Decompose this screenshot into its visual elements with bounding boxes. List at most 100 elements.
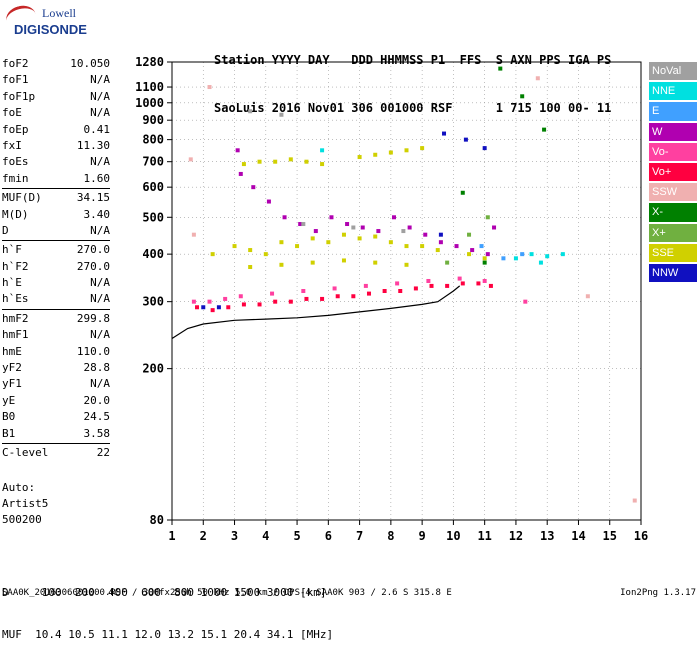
param-row: hmE 110.0 <box>2 344 110 360</box>
legend-item-sse: SSE <box>649 243 697 262</box>
param-value: 299.8 <box>76 311 110 325</box>
y-tick-label: 300 <box>142 295 164 309</box>
data-point-vo <box>332 286 337 291</box>
data-point-nne <box>560 252 565 257</box>
x-tick-label: 2 <box>200 529 207 543</box>
param-row: hmF1 N/A <box>2 327 110 343</box>
x-tick-label: 13 <box>540 529 554 543</box>
data-point-vo <box>460 281 465 286</box>
data-point-w <box>423 232 428 237</box>
param-label: MUF(D) <box>2 191 42 205</box>
legend-item-nnw: NNW <box>649 263 697 283</box>
data-point-vo <box>395 281 400 286</box>
data-point-vo <box>320 296 325 301</box>
data-point-nne <box>538 260 543 265</box>
data-point-sse <box>373 260 378 265</box>
y-tick-label: 700 <box>142 155 164 169</box>
param-value: N/A <box>90 73 110 87</box>
param-value: 34.15 <box>76 191 110 205</box>
data-point-sse <box>279 240 284 245</box>
data-point-ssw <box>632 498 637 503</box>
data-point-x <box>520 94 525 99</box>
data-point-nnw <box>463 137 468 142</box>
data-point-ssw <box>535 76 540 81</box>
auto-label: Auto: <box>2 481 36 494</box>
param-value: 24.5 <box>83 410 111 424</box>
param-row: fmin 1.60 <box>2 171 110 187</box>
param-row: foEs N/A <box>2 154 110 170</box>
data-point-x <box>482 260 487 265</box>
data-point-nne <box>513 256 518 261</box>
data-point-sse <box>482 256 487 261</box>
data-point-sse <box>304 159 309 164</box>
param-row: foF2 10.050 <box>2 56 110 72</box>
data-point-e <box>479 244 484 249</box>
param-row: B1 3.58 <box>2 426 110 442</box>
data-point-nnw <box>201 305 206 310</box>
y-tick-label: 80 <box>150 513 164 527</box>
data-point-sse <box>435 248 440 253</box>
data-point-sse <box>295 244 300 249</box>
param-value: 1.60 <box>83 171 111 185</box>
ionogram-chart: 1 2 3 4 5 6 7 8 9 10 11 12 13 14 15 1680200300400500600… <box>135 55 648 543</box>
data-point-noval <box>401 229 406 234</box>
data-point-sse <box>357 155 362 160</box>
data-point-vo <box>238 294 243 299</box>
param-divider <box>2 188 110 190</box>
data-point-sse <box>467 252 472 257</box>
data-point-sse <box>257 159 262 164</box>
data-point-vo <box>335 294 340 299</box>
param-row: foF1p N/A <box>2 89 110 105</box>
legend-item-x: X- <box>649 203 697 222</box>
data-point-sse <box>320 162 325 167</box>
data-point-sse <box>210 252 215 257</box>
param-row: hmF2 299.8 <box>2 311 110 327</box>
auto-version: 500200 <box>2 513 42 526</box>
data-point-w <box>313 229 318 234</box>
data-point-vo <box>413 286 418 291</box>
data-point-w <box>454 244 459 249</box>
data-point-w <box>329 215 334 220</box>
param-row: h`F 270.0 <box>2 242 110 258</box>
data-point-vo <box>351 294 356 299</box>
data-point-vo <box>241 302 246 307</box>
param-row: foE N/A <box>2 105 110 121</box>
param-label: h`Es <box>2 292 29 306</box>
header-row-labels: Station YYYY DAY DDD HHMMSS P1 FFS S AXN… <box>214 53 612 67</box>
param-value: 110.0 <box>76 344 110 358</box>
data-point-nnw <box>442 131 447 136</box>
y-tick-label: 1000 <box>135 96 164 110</box>
data-point-vo <box>445 283 450 288</box>
param-value: 3.40 <box>83 207 111 221</box>
x-tick-label: 12 <box>509 529 523 543</box>
data-point-sse <box>388 150 393 155</box>
data-point-sse <box>248 265 253 270</box>
data-point-vo <box>457 276 462 281</box>
param-row: D N/A <box>2 223 110 239</box>
y-tick-label: 900 <box>142 113 164 127</box>
param-value: 270.0 <box>76 243 110 257</box>
param-label: foEp <box>2 122 29 136</box>
param-divider <box>2 308 110 310</box>
y-tick-label: 800 <box>142 133 164 147</box>
legend-item-e: E <box>649 102 697 121</box>
param-row: h`F2 270.0 <box>2 259 110 275</box>
param-label: B1 <box>2 426 16 440</box>
param-row: h`E N/A <box>2 275 110 291</box>
data-point-sse <box>310 260 315 265</box>
data-point-sse <box>404 244 409 249</box>
data-point-ssw <box>585 294 590 299</box>
data-point-x <box>467 232 472 237</box>
y-tick-label: 200 <box>142 362 164 376</box>
data-point-sse <box>273 159 278 164</box>
data-point-x <box>445 260 450 265</box>
data-point-w <box>266 199 271 204</box>
data-point-vo <box>488 283 493 288</box>
data-point-vo <box>270 291 275 296</box>
data-point-sse <box>341 258 346 263</box>
param-label: foF1p <box>2 89 36 103</box>
param-row: yF1 N/A <box>2 376 110 392</box>
data-point-sse <box>341 232 346 237</box>
version-label: Ion2Png 1.3.17 <box>620 588 696 598</box>
data-point-sse <box>248 248 253 253</box>
